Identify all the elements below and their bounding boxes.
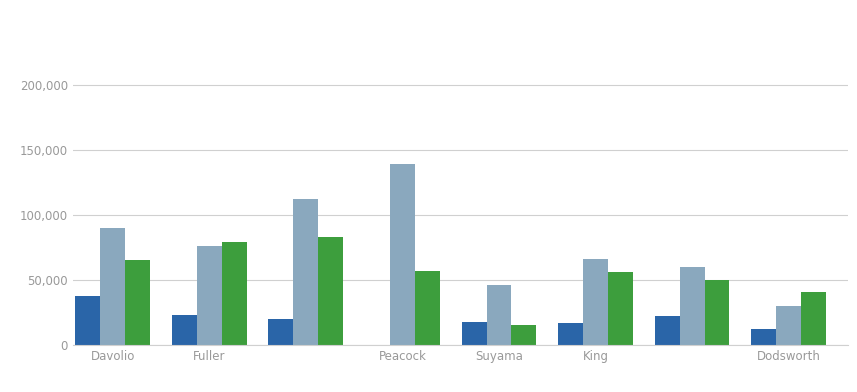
Bar — [487, 285, 512, 345]
Bar — [512, 325, 536, 345]
Bar — [462, 321, 487, 345]
Text: Morris Stacked : Business 2011 12 13 by EMPLOYEE: Morris Stacked : Business 2011 12 13 by … — [11, 22, 431, 36]
Bar — [655, 316, 680, 345]
Bar — [680, 267, 704, 345]
Bar — [318, 237, 343, 345]
Bar — [801, 292, 826, 345]
Bar — [75, 296, 100, 345]
Bar — [197, 246, 222, 345]
Bar — [608, 272, 632, 345]
Bar — [125, 260, 150, 345]
Bar — [390, 164, 415, 345]
Bar — [558, 323, 583, 345]
Bar — [704, 280, 729, 345]
Bar — [415, 271, 440, 345]
Bar — [172, 315, 197, 345]
Bar — [583, 259, 608, 345]
Bar — [776, 306, 801, 345]
Bar — [100, 228, 125, 345]
Bar — [752, 329, 776, 345]
Bar — [293, 199, 318, 345]
Bar — [222, 242, 247, 345]
Bar — [268, 319, 293, 345]
